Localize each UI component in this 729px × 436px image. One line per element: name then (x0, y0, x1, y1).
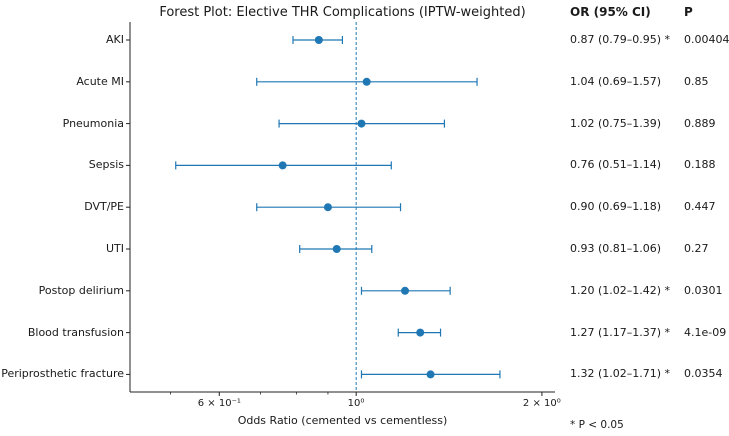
or-ci-text: 1.27 (1.17–1.37) * (570, 325, 671, 339)
p-value-text: 0.27 (684, 242, 709, 255)
or-point (278, 161, 287, 170)
significance-footnote: * P < 0.05 (570, 419, 624, 431)
or-ci-text: 1.32 (1.02–1.71) * (570, 367, 671, 381)
p-value-text: 0.889 (684, 116, 716, 130)
p-value-text: 0.0301 (684, 283, 723, 297)
p-value-text: 4.1e-09 (684, 325, 727, 339)
p-column-header: P (684, 5, 693, 19)
or-ci-text: 1.20 (1.02–1.42) * (570, 283, 671, 297)
or-ci-text: 0.87 (0.79–0.95) * (570, 33, 671, 46)
x-tick-label: 6 × 10⁻¹ (197, 398, 241, 409)
row-label: Pneumonia (62, 116, 124, 130)
or-point (314, 36, 323, 44)
or-ci-text: 1.02 (0.75–1.39) (570, 116, 662, 130)
or-point (362, 77, 371, 86)
p-value-text: 0.188 (684, 158, 716, 172)
or-point (332, 245, 341, 253)
x-axis-label: Odds Ratio (cemented vs cementless) (237, 414, 448, 427)
p-value-text: 0.0354 (684, 367, 723, 381)
row-label: Periprosthetic fracture (1, 367, 124, 381)
row-label: Sepsis (88, 158, 124, 172)
p-value-text: 0.85 (684, 74, 709, 88)
or-point (426, 370, 435, 379)
or-ci-text: 0.90 (0.69–1.18) (570, 200, 662, 214)
row-label: UTI (105, 242, 124, 255)
or-column-header: OR (95% CI) (570, 5, 651, 19)
or-point (416, 328, 425, 337)
or-point (323, 203, 332, 212)
row-label: Blood transfusion (27, 325, 124, 339)
p-value-text: 0.00404 (684, 33, 729, 46)
or-ci-text: 1.04 (0.69–1.57) (570, 74, 662, 88)
row-label: Postop delirium (38, 283, 124, 297)
x-tick-label: 10⁰ (347, 398, 365, 409)
or-point (357, 119, 366, 128)
or-ci-text: 0.76 (0.51–1.14) (570, 158, 662, 172)
or-ci-text: 0.93 (0.81–1.06) (570, 242, 662, 255)
chart-title: Forest Plot: Elective THR Complications … (159, 5, 526, 20)
p-value-text: 0.447 (684, 200, 716, 214)
row-label: AKI (106, 33, 124, 46)
x-tick-label: 2 × 10⁰ (522, 398, 561, 409)
row-label: DVT/PE (84, 200, 124, 214)
or-point (401, 286, 410, 295)
row-label: Acute MI (76, 74, 124, 88)
